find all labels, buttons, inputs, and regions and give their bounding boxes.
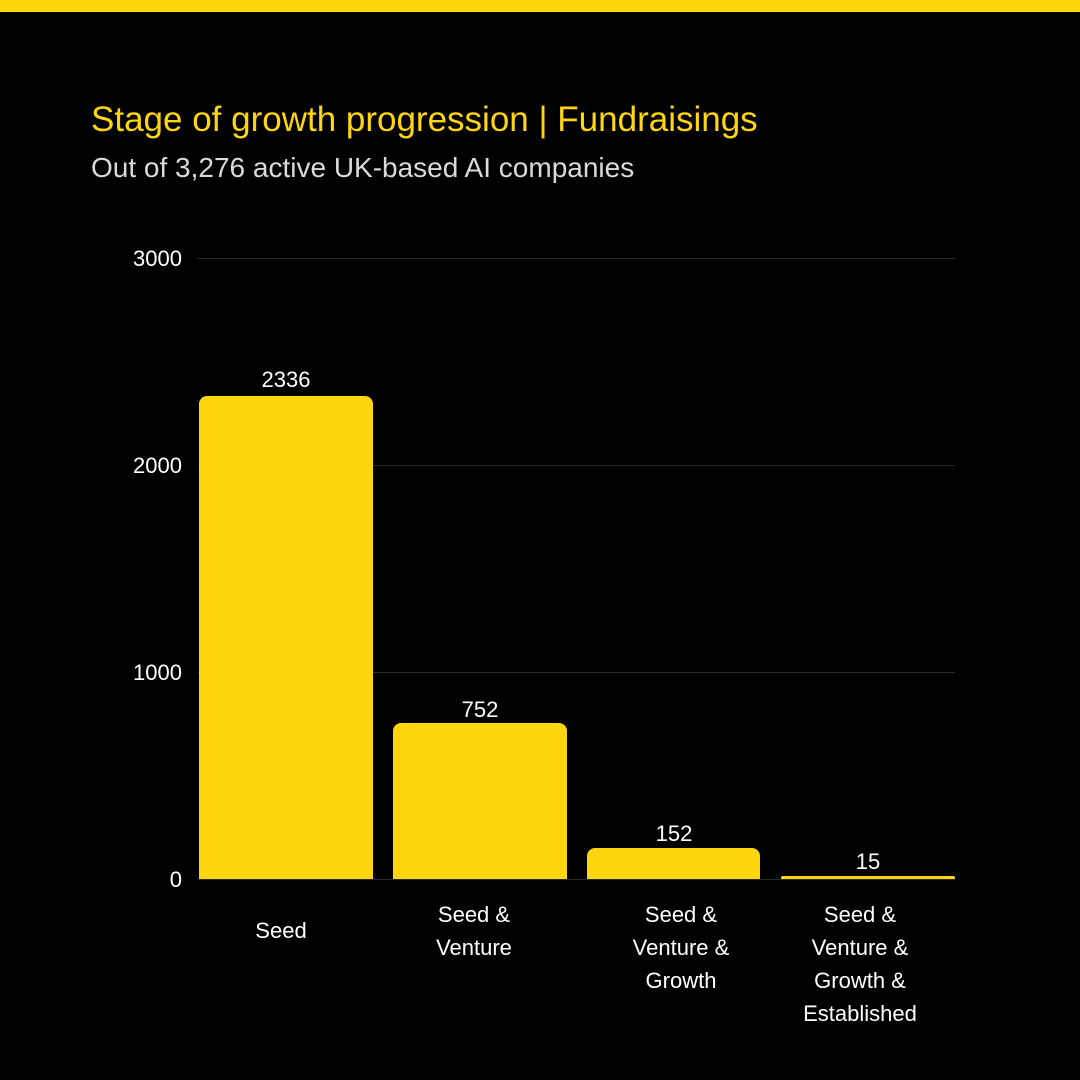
y-tick-label: 0 [169,867,182,892]
bar-seed-venture-growth-established [781,876,955,879]
y-tick-label: 3000 [133,246,182,271]
top-accent-bar [0,0,1080,12]
chart-subtitle: Out of 3,276 active UK-based AI companie… [91,152,635,183]
value-label: 15 [855,849,881,874]
gridline-1000 [198,672,955,673]
gridline-3000 [198,258,955,259]
x-axis-label: Seed & Venture & Growth [632,902,730,993]
bar-seed [199,396,373,879]
value-label: 752 [461,697,499,722]
value-label: 152 [655,821,693,846]
y-tick-label: 2000 [133,453,182,478]
value-label: 2336 [261,367,311,392]
gridline-0 [198,879,955,880]
x-axis-label: Seed & Venture [436,902,512,960]
x-axis-label: Seed & Venture & Growth & Established [803,902,917,1026]
y-tick-label: 1000 [133,660,182,685]
chart-title: Stage of growth progression | Fundraisin… [91,100,758,139]
gridline-2000 [198,465,955,466]
x-axis-label: Seed [255,918,307,943]
bar-seed-venture-growth [587,848,760,879]
bar-seed-venture [393,723,567,879]
